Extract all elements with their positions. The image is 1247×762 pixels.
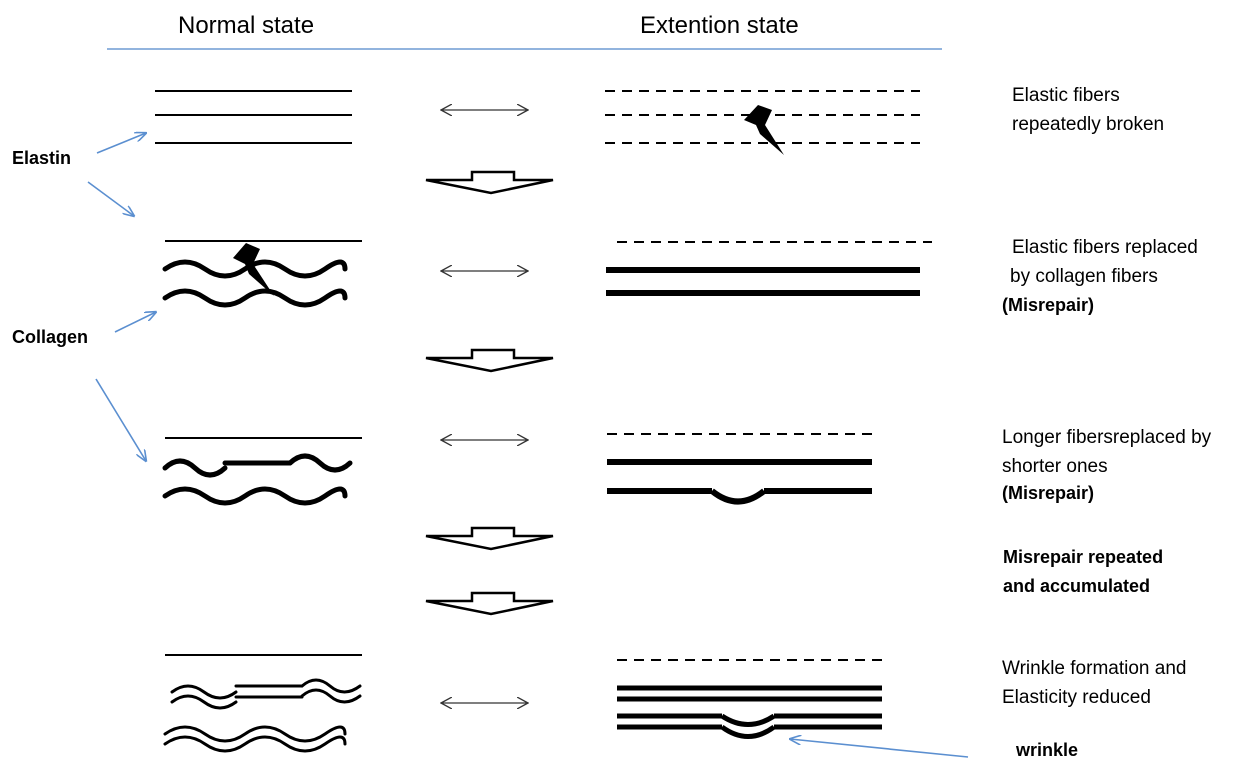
step-2-line2: by collagen fibers	[1010, 266, 1158, 287]
collagen-pointer-arrow-upper	[114, 312, 156, 333]
step-3-note: (Misrepair)	[1002, 483, 1095, 503]
step-1-description: Elastic fibers repeatedly broken	[1012, 81, 1164, 139]
step-3-description: Longer fibersreplaced by shorter ones (M…	[1002, 423, 1211, 505]
lightning-bolt-icon	[233, 243, 274, 296]
lightning-bolt-icon	[744, 105, 784, 155]
step-1-line2: repeatedly broken	[1012, 114, 1165, 135]
down-arrow-icon	[425, 591, 554, 616]
elastin-label: Elastin	[12, 148, 72, 168]
collagen-label: Collagen	[12, 327, 89, 347]
step-3-line1: Longer fibersreplaced by	[1002, 427, 1212, 448]
step-1-line1: Elastic fibers	[1012, 85, 1120, 106]
step-5-line1: Wrinkle formation and	[1002, 658, 1187, 679]
down-arrow-icon	[425, 526, 554, 551]
row5-normal-collagen-fibers	[163, 678, 362, 753]
step-3-line2: shorter ones	[1002, 456, 1108, 477]
step-5-description: Wrinkle formation and Elasticity reduced	[1002, 654, 1186, 712]
step-4-line1: Misrepair repeated	[1003, 547, 1164, 567]
step-5-line2: Elasticity reduced	[1002, 687, 1151, 708]
wrinkle-pointer-arrow	[790, 739, 969, 758]
step-2-description: Elastic fibers replaced by collagen fibe…	[1002, 233, 1198, 320]
normal-state-header: Normal state	[178, 12, 315, 39]
collagen-pointer-arrow-lower	[95, 378, 146, 461]
step-4-description: Misrepair repeated and accumulated	[1003, 543, 1163, 601]
elastin-pointer-arrow-upper	[96, 133, 146, 154]
down-arrow-icon	[425, 170, 554, 195]
row3-extension-collagen-fibers	[607, 459, 872, 505]
row5-extension-collagen-fibers	[617, 685, 882, 739]
step-4-line2: and accumulated	[1003, 576, 1151, 596]
step-2-line1: Elastic fibers replaced	[1012, 237, 1198, 258]
wrinkle-label: wrinkle	[1016, 740, 1079, 760]
row3-normal-collagen-fibers	[162, 453, 353, 506]
row2-normal-collagen-fibers	[162, 259, 348, 308]
row1-normal-elastin-fibers	[155, 90, 352, 144]
step-2-note: (Misrepair)	[1002, 295, 1095, 315]
elastin-pointer-arrow-lower	[87, 181, 134, 216]
row2-extension-collagen-fibers	[606, 267, 920, 296]
extension-state-header: Extention state	[640, 12, 799, 39]
down-arrow-icon	[425, 348, 554, 373]
